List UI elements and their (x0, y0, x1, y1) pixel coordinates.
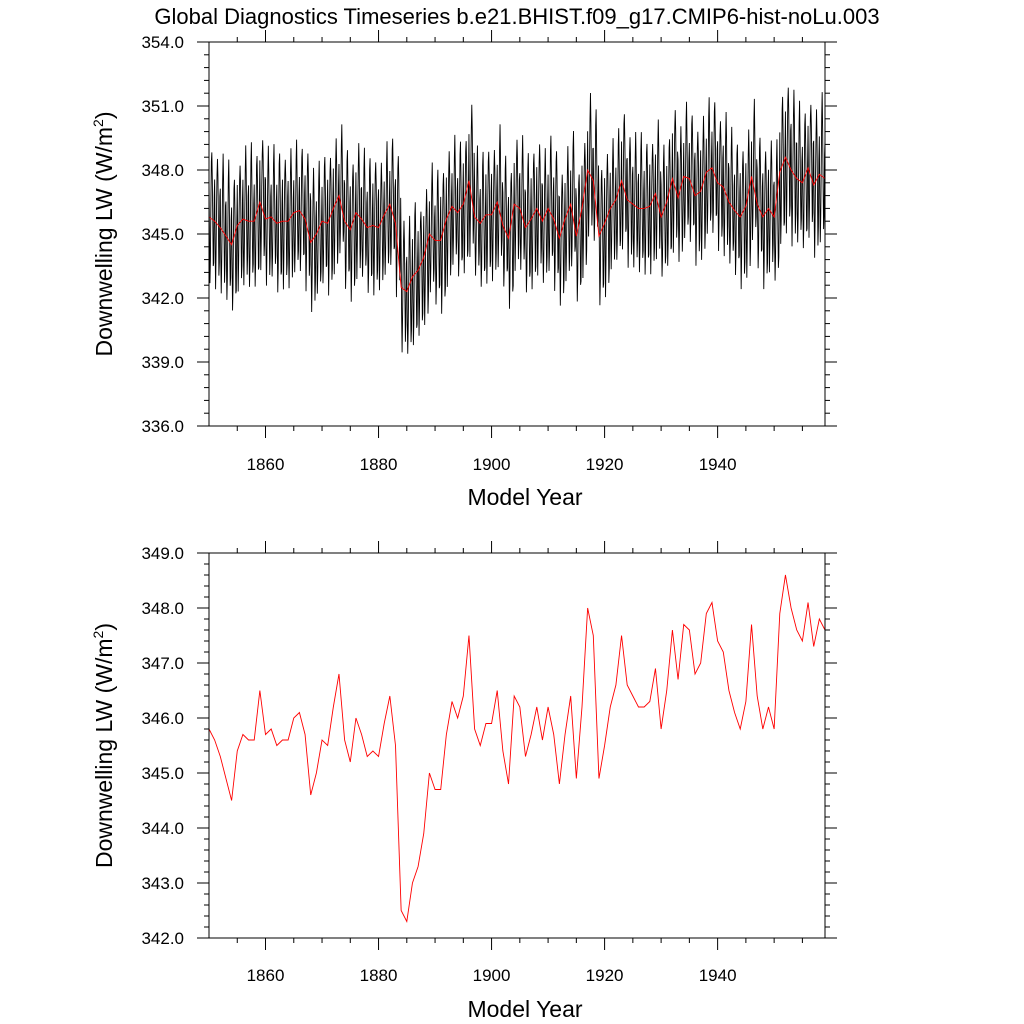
y-tick-label: 342.0 (141, 289, 184, 308)
x-tick-label: 1940 (699, 455, 737, 474)
y-axis-title: Downwelling LW (W/m2) (90, 111, 117, 356)
y-tick-label: 344.0 (141, 819, 184, 838)
y-axis-title: Downwelling LW (W/m2) (90, 623, 117, 868)
annual-series-line (209, 574, 825, 923)
y-tick-label: 342.0 (141, 929, 184, 948)
x-tick-label: 1860 (247, 455, 285, 474)
chart-title: Global Diagnostics Timeseries b.e21.BHIS… (154, 4, 879, 29)
x-tick-label: 1900 (473, 966, 511, 985)
x-tick-label: 1920 (586, 455, 624, 474)
x-tick-label: 1860 (247, 966, 285, 985)
y-tick-label: 339.0 (141, 353, 184, 372)
y-tick-label: 351.0 (141, 97, 184, 116)
plot-area (209, 574, 825, 923)
x-tick-label: 1940 (699, 966, 737, 985)
y-tick-label: 343.0 (141, 874, 184, 893)
x-tick-label: 1880 (360, 966, 398, 985)
x-axis: 1860 1880 1900 1920 1940 (236, 30, 803, 474)
plot-area (209, 87, 825, 354)
y-tick-label: 347.0 (141, 654, 184, 673)
plot-frame (208, 552, 826, 939)
x-axis-title: Model Year (467, 996, 582, 1022)
x-tick-label: 1880 (360, 455, 398, 474)
y-tick-label: 348.0 (141, 161, 184, 180)
y-tick-label: 345.0 (141, 225, 184, 244)
monthly-series-line (209, 87, 825, 354)
annual-series-line (209, 156, 825, 293)
x-tick-label: 1900 (473, 455, 511, 474)
y-tick-label: 354.0 (141, 33, 184, 52)
y-tick-label: 336.0 (141, 417, 184, 436)
x-axis-title: Model Year (467, 484, 582, 510)
top-panel: 1860 1880 1900 1920 1940 336.0 339.0 342.0 345.0… (90, 30, 837, 510)
y-tick-label: 348.0 (141, 599, 184, 618)
y-axis: 336.0 339.0 342.0 345.0 348.0 351.0 354.0 (141, 33, 837, 436)
y-tick-label: 349.0 (141, 544, 184, 563)
y-tick-label: 345.0 (141, 764, 184, 783)
y-axis: 342.0 343.0 344.0 345.0 346.0 347.0 348.0 349.0 (141, 544, 837, 948)
x-axis: 1860 1880 1900 1920 1940 (236, 541, 803, 985)
bottom-panel: 1860 1880 1900 1920 1940 342.0 343.0 344.0 345.0… (90, 541, 837, 1022)
y-tick-label: 346.0 (141, 709, 184, 728)
x-tick-label: 1920 (586, 966, 624, 985)
